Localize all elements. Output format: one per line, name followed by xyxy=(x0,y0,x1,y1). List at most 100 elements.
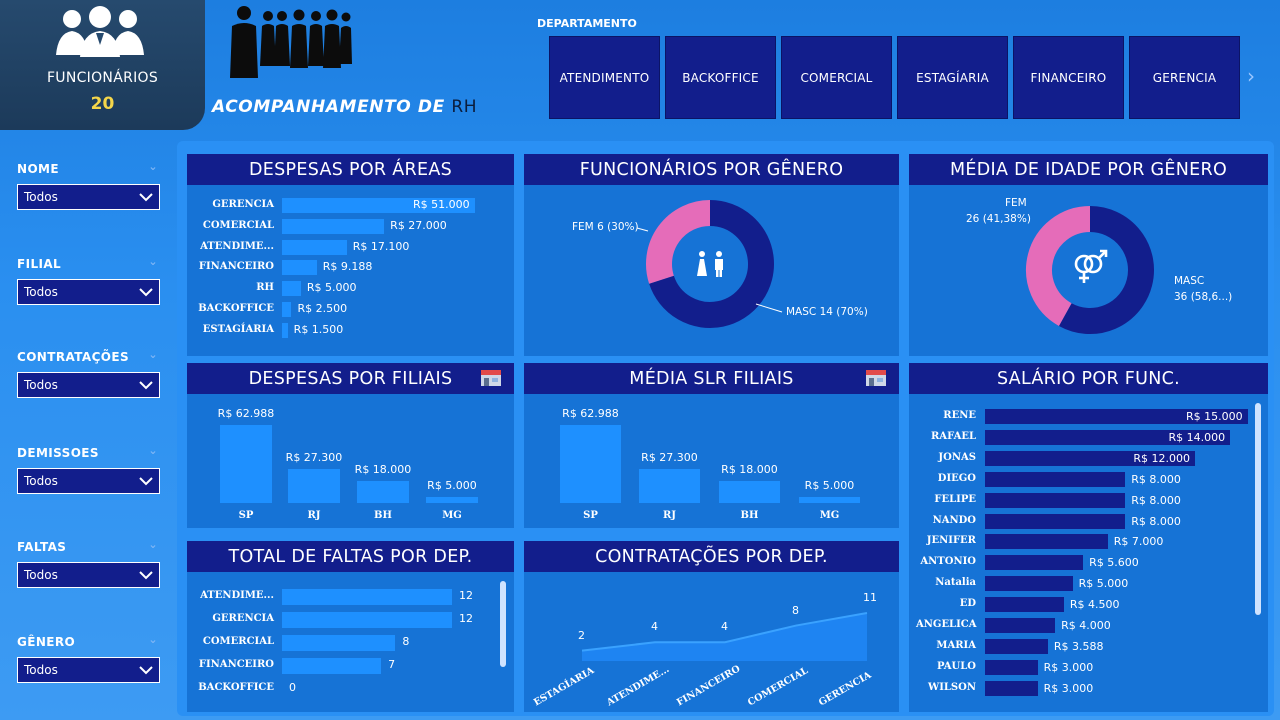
bar-value-label: 12 xyxy=(459,589,473,602)
bar-value-label: 8 xyxy=(402,635,410,648)
chevron-down-icon[interactable]: ⌄ xyxy=(148,633,158,646)
filter-genero: GÊNERO ⌄ Todos xyxy=(17,633,162,683)
bar xyxy=(985,513,1126,529)
filter-dropdown[interactable]: Todos xyxy=(17,184,160,210)
donut-label-masc: MASC 14 (70%) xyxy=(786,306,868,318)
dept-button-estagiaria[interactable]: ESTAGÍARIA xyxy=(897,36,1008,119)
filter-dropdown[interactable]: Todos xyxy=(17,562,160,588)
bar xyxy=(985,409,1248,424)
filter-filial: FILIAL ⌄ Todos xyxy=(17,255,162,305)
scrollbar[interactable] xyxy=(500,581,506,667)
avg-salary-branch-card: MÉDIA SLR FILIAIS R$ 62.988 SP R$ 27.300 RJ… xyxy=(524,363,899,528)
filter-label: CONTRATAÇÕES xyxy=(17,350,130,364)
bar xyxy=(985,555,1084,571)
bar-value-label: R$ 5.000 xyxy=(1078,577,1129,591)
bar-value-label: R$ 51.000 xyxy=(413,198,470,211)
bar-category-label: ED xyxy=(959,598,976,610)
business-people-image xyxy=(230,6,352,78)
dept-button-gerencia[interactable]: GERENCIA xyxy=(1129,36,1240,119)
donut-leader-lines xyxy=(636,227,783,313)
card-title: FUNCIONÁRIOS POR GÊNERO xyxy=(524,154,899,185)
bar-value-label: R$ 62.988 xyxy=(217,407,275,420)
bar xyxy=(282,612,452,628)
bar xyxy=(282,322,288,338)
filter-dropdown[interactable]: Todos xyxy=(17,279,160,305)
scrollbar[interactable] xyxy=(1255,403,1261,615)
chevron-down-icon xyxy=(139,193,153,202)
bar-category-label: NANDO xyxy=(932,514,976,526)
chevron-right-icon[interactable]: › xyxy=(1247,64,1255,88)
bar xyxy=(426,496,478,503)
bar-value-label: R$ 14.000 xyxy=(1168,430,1226,444)
bar-category-label: SP xyxy=(583,510,598,521)
bar xyxy=(985,450,1196,466)
filter-value: Todos xyxy=(24,568,58,582)
donut-label-masc-name: MASC xyxy=(1174,275,1205,287)
dept-button-comercial[interactable]: COMERCIAL xyxy=(781,36,892,119)
bar-value-label: R$ 18.000 xyxy=(354,462,412,476)
chevron-down-icon[interactable]: ⌄ xyxy=(148,160,158,173)
store-icon xyxy=(481,370,501,386)
filter-contratacoes: CONTRATAÇÕES ⌄ Todos xyxy=(17,348,162,398)
bar xyxy=(639,469,700,503)
donut-label-fem-value: 26 (41,38%) xyxy=(966,213,1031,225)
expenses-by-area-plot: GERENCIA R$ 51.000 COMERCIAL R$ 27.000 ATEND… xyxy=(187,198,514,348)
bar-category-label: ATENDIME... xyxy=(200,240,274,252)
bar-value-label: R$ 7.000 xyxy=(1113,535,1164,549)
bar-value-label: R$ 8.000 xyxy=(1131,493,1181,507)
donut-label-masc-value: 36 (58,6...) xyxy=(1174,291,1233,303)
bar-category-label: RAFAEL xyxy=(931,430,976,442)
donut-slice-fem xyxy=(646,200,711,284)
bar xyxy=(282,281,301,297)
bar-value-label: R$ 18.000 xyxy=(721,462,778,476)
bar-value-label: R$ 2.500 xyxy=(297,302,348,315)
chevron-down-icon xyxy=(139,477,153,486)
donut-label-fem: FEM xyxy=(1005,196,1027,210)
bar-category-label: COMERCIAL xyxy=(202,219,274,231)
bar-value-label: R$ 1.500 xyxy=(293,322,344,336)
bar-category-label: MG xyxy=(442,510,462,521)
bar-category-label: FELIPE xyxy=(934,493,976,505)
bar xyxy=(985,534,1108,550)
filter-nome: NOME ⌄ Todos xyxy=(17,160,162,210)
card-title: SALÁRIO POR FUNC. xyxy=(909,363,1268,394)
area-fill xyxy=(582,613,867,661)
dept-button-financeiro[interactable]: FINANCEIRO xyxy=(1013,36,1124,119)
bar-category-label: GERENCIA xyxy=(212,613,274,624)
filter-label: FILIAL xyxy=(17,257,62,271)
bar xyxy=(985,597,1064,613)
bar xyxy=(985,638,1048,654)
bar xyxy=(985,576,1073,592)
filter-dropdown[interactable]: Todos xyxy=(17,657,160,683)
dept-button-atendimento[interactable]: ATENDIMENTO xyxy=(549,36,660,119)
chevron-down-icon[interactable]: ⌄ xyxy=(148,538,158,551)
chevron-down-icon[interactable]: ⌄ xyxy=(148,348,158,361)
dept-button-backoffice[interactable]: BACKOFFICE xyxy=(665,36,776,119)
salary-by-employee-plot: RENE R$ 15.000 RAFAEL R$ 14.000 JONAS R$ 12.0… xyxy=(909,409,1268,709)
chevron-down-icon[interactable]: ⌄ xyxy=(148,255,158,268)
absences-by-dept-plot: ATENDIME... 12 GERENCIA 12 COMERCIAL 8 FINANCE… xyxy=(187,589,514,712)
bar-category-label: BH xyxy=(374,510,392,521)
chevron-down-icon[interactable]: ⌄ xyxy=(148,444,158,457)
bar-value-label: R$ 5.000 xyxy=(306,281,357,295)
employees-by-gender-card: FUNCIONÁRIOS POR GÊNERO FEM 6 (30%) MASC… xyxy=(524,154,899,356)
gender-donut xyxy=(646,200,774,328)
card-title: DESPESAS POR ÁREAS xyxy=(187,154,514,185)
chevron-down-icon xyxy=(139,288,153,297)
bar-value-label: R$ 27.300 xyxy=(641,451,698,465)
employee-count-value: 20 xyxy=(90,94,115,114)
bar-category-label: ATENDIME... xyxy=(200,590,274,601)
donut-label-fem: FEM 6 (30%) xyxy=(572,221,639,233)
filter-dropdown[interactable]: Todos xyxy=(17,372,160,398)
employee-count-label: FUNCIONÁRIOS xyxy=(46,70,159,86)
bar-value-label: 12 xyxy=(459,612,473,625)
filter-label: NOME xyxy=(17,162,59,176)
bar-value-label: R$ 12.000 xyxy=(1133,451,1191,465)
card-title: MÉDIA DE IDADE POR GÊNERO xyxy=(909,154,1268,185)
donut-slice-masc xyxy=(649,200,774,328)
filter-value: Todos xyxy=(24,378,58,392)
filter-dropdown[interactable]: Todos xyxy=(17,468,160,494)
point-value-label: 4 xyxy=(651,620,658,634)
bar-category-label: COMERCIAL xyxy=(202,636,274,647)
bar-category-label: BACKOFFICE xyxy=(198,303,274,314)
